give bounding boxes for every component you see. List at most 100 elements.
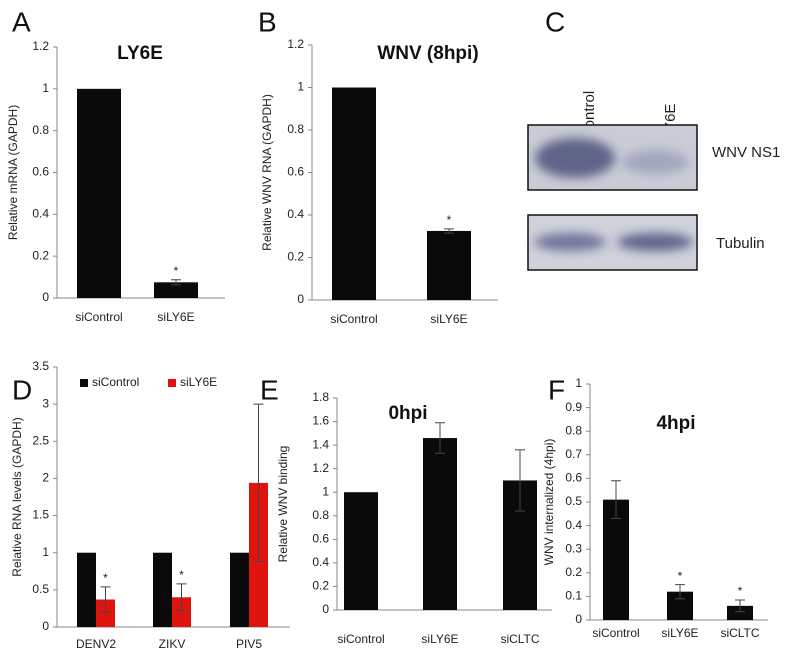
blot-band (535, 138, 615, 178)
error-bar (444, 228, 454, 234)
blot-band (617, 233, 693, 251)
error-bar (515, 449, 525, 512)
y-axis-label: WNV internalized (4hpi) (542, 439, 556, 566)
bar (96, 599, 115, 627)
y-tick-label: 0 (575, 612, 582, 626)
y-axis-label: Relative mRNA (GAPDH) (6, 105, 20, 240)
x-tick-label: siLY6E (157, 310, 194, 324)
y-tick-label: 2.5 (32, 433, 49, 447)
y-tick-label: 1.4 (312, 437, 329, 451)
y-tick-label: 0.5 (565, 494, 582, 508)
y-tick-label: 0.2 (565, 565, 582, 579)
bar (332, 87, 376, 300)
chart-title: WNV (8hpi) (377, 43, 478, 64)
x-tick-label: siControl (592, 626, 639, 640)
x-tick-label: siCLTC (720, 626, 759, 640)
y-tick-label: 0.9 (565, 400, 582, 414)
bar (172, 597, 191, 627)
y-axis-label: Relative WNV binding (276, 446, 290, 563)
y-tick-label: 0.4 (32, 207, 49, 221)
y-tick-label: 0.2 (312, 579, 329, 593)
panel-letter: C (545, 6, 565, 37)
significance-mark: * (447, 213, 452, 227)
y-tick-label: 0.8 (287, 122, 304, 136)
y-tick-label: 0.4 (565, 518, 582, 532)
panel-letter: F (548, 374, 565, 405)
y-tick-label: 0.8 (312, 508, 329, 522)
chart-title: 4hpi (656, 413, 695, 434)
y-tick-label: 0.2 (32, 248, 49, 262)
significance-mark: * (103, 571, 108, 585)
x-tick-label: siLY6E (661, 626, 698, 640)
x-tick-label: DENV2 (76, 637, 116, 651)
bar (77, 88, 121, 298)
panel-letter: D (12, 374, 32, 405)
error-bar (611, 480, 621, 520)
error-bar (675, 584, 685, 600)
y-tick-label: 0.5 (32, 582, 49, 596)
y-tick-label: 0 (297, 292, 304, 306)
y-tick-label: 0 (322, 602, 329, 616)
y-tick-label: 1 (322, 484, 329, 498)
y-axis-label: Relative WNV RNA (GAPDH) (260, 94, 274, 251)
legend-label: siControl (92, 375, 139, 389)
significance-mark: * (678, 569, 683, 583)
bar (344, 492, 378, 610)
chart-title: 0hpi (388, 403, 427, 424)
x-tick-label: siControl (75, 310, 122, 324)
y-tick-label: 0.6 (287, 165, 304, 179)
y-tick-label: 0.4 (287, 207, 304, 221)
y-tick-label: 0.6 (565, 471, 582, 485)
y-tick-label: 1.6 (312, 414, 329, 428)
error-bar (171, 279, 181, 286)
x-tick-label: siControl (337, 632, 384, 646)
error-bar (435, 422, 445, 454)
bar (603, 499, 629, 620)
y-tick-label: 1.2 (32, 39, 49, 53)
y-tick-label: 1.2 (312, 461, 329, 475)
band-label: Tubulin (716, 235, 765, 252)
chart-title: LY6E (117, 43, 163, 64)
y-tick-label: 3.5 (32, 359, 49, 373)
y-tick-label: 0.6 (312, 532, 329, 546)
bar (423, 438, 457, 610)
bar (230, 552, 249, 627)
error-bar (176, 583, 187, 612)
y-tick-label: 0.8 (565, 423, 582, 437)
y-tick-label: 0.3 (565, 541, 582, 555)
bar (727, 605, 753, 620)
x-tick-label: PIV5 (236, 637, 262, 651)
y-tick-label: 0 (42, 290, 49, 304)
error-bar (100, 586, 111, 613)
y-tick-label: 1.5 (32, 508, 49, 522)
y-tick-label: 1 (42, 81, 49, 95)
y-tick-label: 0 (42, 619, 49, 633)
y-tick-label: 3 (42, 396, 49, 410)
y-tick-label: 0.1 (565, 589, 582, 603)
bar (427, 230, 471, 300)
x-tick-label: siControl (330, 312, 377, 326)
legend-swatch (168, 379, 176, 387)
x-tick-label: siLY6E (430, 312, 467, 326)
significance-mark: * (738, 584, 743, 598)
y-tick-label: 0.7 (565, 447, 582, 461)
x-tick-label: siCLTC (500, 632, 539, 646)
y-tick-label: 0.8 (32, 123, 49, 137)
panel-letter: E (260, 374, 279, 405)
bar (77, 552, 96, 627)
y-tick-label: 1 (42, 545, 49, 559)
error-bar (253, 403, 264, 563)
y-tick-label: 2 (42, 471, 49, 485)
y-axis-label: Relative RNA levels (GAPDH) (10, 417, 24, 576)
blot-band (622, 150, 688, 174)
x-tick-label: siLY6E (421, 632, 458, 646)
y-tick-label: 1.2 (287, 37, 304, 51)
y-tick-label: 1 (575, 376, 582, 390)
bar (154, 282, 198, 298)
significance-mark: * (179, 568, 184, 582)
panel-letter: B (258, 6, 277, 37)
blot-band (534, 233, 606, 251)
y-tick-label: 1.8 (312, 390, 329, 404)
legend-swatch (80, 379, 88, 387)
